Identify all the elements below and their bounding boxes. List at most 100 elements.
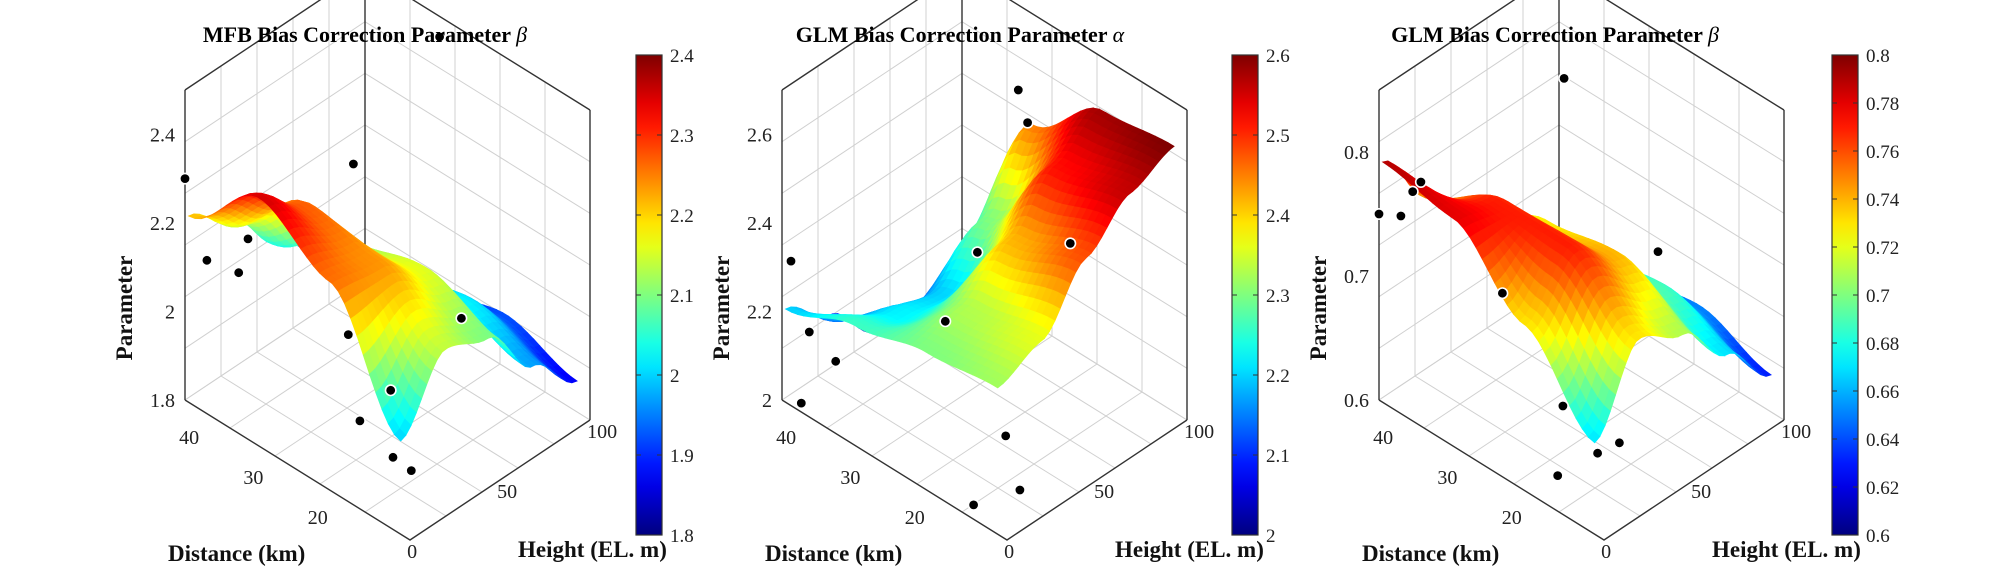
y-tick-label: 100 (1781, 421, 1811, 443)
data-point-10 (1591, 447, 1604, 460)
x-tick-label: 40 (179, 427, 199, 449)
colorbar: 2.4 2.3 2.2 2.1 2 1.9 1.8 (635, 46, 694, 547)
colorbar-tick-label: 2.6 (1266, 46, 1290, 67)
colorbar-tick-label: 1.8 (670, 526, 694, 547)
data-point-12 (405, 464, 418, 477)
y-tick-label: 50 (1094, 481, 1114, 503)
y-ticks: 0 50 100 (1601, 421, 1811, 563)
z-tick-label: 2.6 (747, 124, 772, 146)
y-tick-label: 0 (407, 541, 417, 563)
colorbar-tick-label: 0.74 (1866, 190, 1900, 211)
data-point-1 (784, 255, 797, 268)
data-point-2 (1394, 210, 1407, 223)
colorbar-tick-label: 0.66 (1866, 382, 1899, 403)
colorbar-tick-label: 1.9 (670, 446, 694, 467)
z-tick-label: 1.8 (150, 390, 175, 412)
x-axis-label: Distance (km) (168, 541, 305, 566)
data-point-9 (353, 414, 366, 427)
colorbar: 2.6 2.5 2.4 2.3 2.2 2.1 2 (1231, 46, 1290, 547)
data-point-8 (455, 312, 468, 325)
colorbar-tick-label: 2.1 (1266, 446, 1290, 467)
z-axis-label: Parameter (1306, 256, 1331, 361)
data-point-7 (1652, 245, 1665, 258)
data-point-2 (803, 325, 816, 338)
colorbar-tick-label: 2 (1266, 526, 1276, 547)
y-axis-label: Height (EL. m) (1115, 537, 1264, 562)
z-tick-label: 2.4 (747, 213, 772, 235)
x-axis-label: Distance (km) (765, 541, 902, 566)
z-tick-label: 0.6 (1344, 390, 1369, 412)
z-tick-label: 2 (762, 390, 772, 412)
x-ticks: 40 30 20 (179, 427, 328, 529)
colorbar-tick-label: 0.6 (1866, 526, 1890, 547)
box-edges (184, 0, 591, 541)
data-point-4 (242, 232, 255, 245)
box-edges (781, 0, 1188, 541)
colorbar-tick-label: 2.1 (670, 286, 694, 307)
data-point-12 (1013, 483, 1026, 496)
chart-title-text: GLM Bias Correction Parameter (796, 22, 1113, 47)
colorbar-tick-label: 0.72 (1866, 238, 1899, 259)
data-point-3 (1406, 185, 1419, 198)
colorbar-tick-label: 2.3 (670, 126, 694, 147)
data-point-6 (347, 158, 360, 171)
x-tick-label: 30 (1437, 467, 1457, 489)
z-tick-label: 2.2 (150, 213, 175, 235)
data-point-5 (1558, 72, 1571, 85)
y-tick-label: 100 (1184, 421, 1214, 443)
x-axis-label: Distance (km) (1362, 541, 1499, 566)
data-point-2 (200, 254, 213, 267)
colorbar-tick-label: 0.78 (1866, 94, 1899, 115)
x-tick-label: 20 (1502, 507, 1522, 529)
x-ticks: 40 30 20 (1373, 427, 1522, 529)
chart-title-text: GLM Bias Correction Parameter (1391, 22, 1708, 47)
z-tick-label: 2.2 (747, 301, 772, 323)
z-tick-label: 2 (165, 301, 175, 323)
data-point-8 (939, 315, 952, 328)
data-points (784, 84, 1077, 511)
colorbar-tick-label: 2.3 (1266, 286, 1290, 307)
surface (1381, 160, 1772, 444)
x-tick-label: 30 (243, 467, 263, 489)
colorbar-tick-label: 0.62 (1866, 478, 1899, 499)
y-ticks: 0 50 100 (1004, 421, 1214, 563)
z-tick-label: 0.8 (1344, 142, 1369, 164)
y-tick-label: 100 (587, 421, 617, 443)
z-axis-label: Parameter (112, 256, 137, 361)
surface (187, 192, 578, 442)
data-points (1373, 72, 1665, 482)
data-point-3 (232, 266, 245, 279)
z-tick-label: 0.7 (1344, 266, 1369, 288)
data-point-7 (342, 328, 355, 341)
chart-title-text: MFB Bias Correction Parameter (203, 22, 516, 47)
y-tick-label: 50 (497, 481, 517, 503)
y-tick-label: 50 (1691, 481, 1711, 503)
colorbar: 0.8 0.78 0.76 0.74 0.72 0.7 0.68 0.66 0.64 0.62 0.… (1831, 46, 1900, 547)
data-points (179, 30, 468, 477)
x-tick-label: 40 (1373, 427, 1393, 449)
data-point-8 (1556, 399, 1569, 412)
data-point-11 (967, 498, 980, 511)
z-axis-label: Parameter (709, 256, 734, 361)
data-point-4 (1414, 176, 1427, 189)
x-tick-label: 40 (776, 427, 796, 449)
colorbar-tick-label: 0.68 (1866, 334, 1899, 355)
z-ticks: 2.4 2.2 2 1.8 (150, 124, 175, 412)
data-point-9 (1551, 469, 1564, 482)
y-tick-label: 0 (1004, 541, 1014, 563)
data-point-5 (433, 30, 446, 43)
chart-title: GLM Bias Correction Parameter β (1391, 22, 1719, 47)
data-point-6 (1021, 116, 1034, 129)
colorbar-tick-label: 2.4 (670, 46, 694, 67)
colorbar-tick-label: 0.76 (1866, 142, 1899, 163)
z-ticks: 0.8 0.7 0.6 (1344, 142, 1369, 412)
data-point-10 (999, 429, 1012, 442)
colorbar-tick-label: 2 (670, 366, 680, 387)
data-point-11 (1613, 436, 1626, 449)
data-point-7 (971, 246, 984, 259)
data-point-5 (1012, 84, 1025, 97)
colorbar-tick-label: 2.2 (670, 206, 694, 227)
